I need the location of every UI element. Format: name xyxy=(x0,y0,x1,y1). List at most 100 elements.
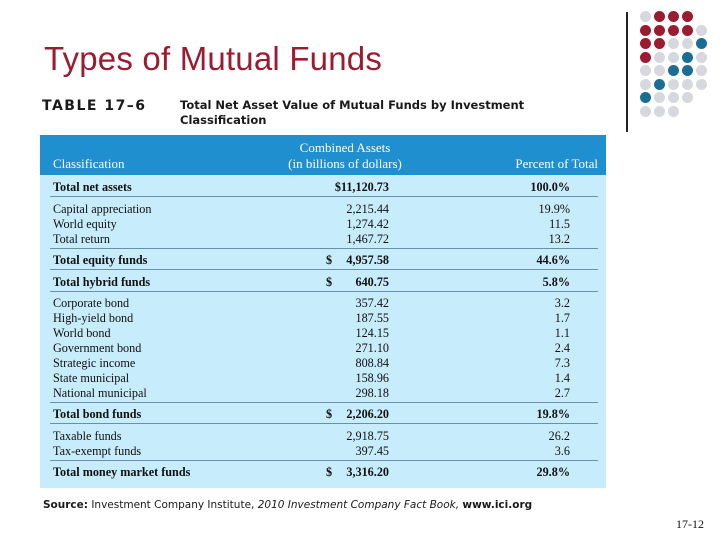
row-combined-assets: 271.10 xyxy=(355,341,389,355)
table-row: Taxable funds 2,918.75 26.2 xyxy=(40,429,606,443)
decorative-dot xyxy=(696,51,707,63)
row-combined-assets: 187.55 xyxy=(355,311,389,325)
decorative-dot xyxy=(696,78,707,90)
row-combined-assets: $11,120.73 xyxy=(334,180,389,194)
table-row: Total net assets $11,120.73 100.0% xyxy=(40,180,606,194)
table-row: Total bond funds $2,206.20 19.8% xyxy=(40,407,606,421)
row-percent: 26.2 xyxy=(548,429,570,443)
row-percent: 2.7 xyxy=(554,386,570,400)
decorative-dot xyxy=(640,11,651,22)
table-caption: Total Net Asset Value of Mutual Funds by… xyxy=(180,98,525,127)
decorative-dot xyxy=(682,38,693,49)
row-combined-assets: 808.84 xyxy=(355,356,389,370)
row-combined-assets: 298.18 xyxy=(355,386,389,400)
row-classification: Capital appreciation xyxy=(53,202,152,216)
decorative-dot xyxy=(668,38,679,49)
table-row: High-yield bond 187.55 1.7 xyxy=(40,311,606,325)
table-row: Total money market funds $3,316.20 29.8% xyxy=(40,465,606,479)
decorative-dot xyxy=(640,78,651,90)
row-classification: Total hybrid funds xyxy=(53,275,151,289)
row-classification: Total bond funds xyxy=(53,407,142,421)
row-combined-assets: 2,215.44 xyxy=(346,202,389,216)
row-classification: Total money market funds xyxy=(53,465,191,479)
row-classification: National municipal xyxy=(53,386,147,400)
decorative-dot xyxy=(696,24,707,36)
header-percent: Percent of Total xyxy=(515,156,598,171)
decorative-dot-grid xyxy=(640,11,710,121)
decorative-dot xyxy=(640,38,651,49)
source-url[interactable]: www.ici.org xyxy=(462,499,533,511)
table-row: World bond 124.15 1.1 xyxy=(40,326,606,340)
row-combined-assets: 357.42 xyxy=(355,296,389,310)
header-assets-line1: Combined Assets xyxy=(299,140,391,155)
header-classification: Classification xyxy=(53,156,125,171)
row-combined-assets: 2,206.20 xyxy=(346,407,389,421)
row-divider xyxy=(50,402,598,403)
row-classification: Total equity funds xyxy=(53,253,148,267)
table-label: TABLE 17–6 xyxy=(42,98,147,114)
row-combined-assets: 3,316.20 xyxy=(346,465,389,479)
decorative-dot xyxy=(668,24,679,36)
row-classification: World equity xyxy=(53,217,117,231)
table-row: Capital appreciation 2,215.44 19.9% xyxy=(40,202,606,216)
row-classification: Taxable funds xyxy=(53,429,122,443)
row-percent: 44.6% xyxy=(536,253,570,267)
decorative-dot xyxy=(654,92,665,103)
row-percent: 19.9% xyxy=(538,202,570,216)
row-combined-assets: 1,274.42 xyxy=(346,217,389,231)
page-number: 17-12 xyxy=(676,517,704,531)
table-row: World equity 1,274.42 11.5 xyxy=(40,217,606,231)
header-assets-line2: (in billions of dollars) xyxy=(288,156,402,171)
row-percent: 1.7 xyxy=(554,311,570,325)
row-combined-assets: 397.45 xyxy=(355,444,389,458)
row-percent: 2.4 xyxy=(554,341,570,355)
row-classification: Total return xyxy=(53,232,111,246)
row-percent: 19.8% xyxy=(536,407,570,421)
table-header: Classification Combined Assets (in billi… xyxy=(40,135,606,175)
decorative-dot xyxy=(640,92,651,103)
header-combined-assets: Combined Assets (in billions of dollars) xyxy=(272,140,418,172)
row-combined-assets: 4,957.58 xyxy=(346,253,389,267)
row-percent: 29.8% xyxy=(536,465,570,479)
decorative-dot xyxy=(654,11,665,22)
decorative-dot xyxy=(696,65,707,76)
decorative-dot xyxy=(654,38,665,49)
table-row: Government bond 271.10 2.4 xyxy=(40,341,606,355)
row-divider xyxy=(50,423,598,424)
source-publisher: Investment Company Institute, xyxy=(91,499,255,511)
row-percent: 3.2 xyxy=(554,296,570,310)
source-label: Source: xyxy=(43,499,88,511)
decorative-dot xyxy=(668,11,679,22)
row-divider xyxy=(50,269,598,270)
table-row: Total hybrid funds $640.75 5.8% xyxy=(40,275,606,289)
decorative-dot xyxy=(682,92,693,103)
row-divider xyxy=(50,248,598,249)
decorative-dot xyxy=(682,78,693,90)
decorative-dot xyxy=(654,78,665,90)
row-combined-assets: 1,467.72 xyxy=(346,232,389,246)
source-publication: 2010 Investment Company Fact Book, xyxy=(257,499,460,511)
row-dollar-sign: $ xyxy=(326,465,333,479)
row-combined-assets: 640.75 xyxy=(355,275,389,289)
decorative-dot xyxy=(682,65,693,76)
decorative-dot xyxy=(668,78,679,90)
row-classification: Strategic income xyxy=(53,356,136,370)
row-combined-assets: 2,918.75 xyxy=(346,429,389,443)
row-classification: Corporate bond xyxy=(53,296,130,310)
slide-title: Types of Mutual Funds xyxy=(44,40,383,77)
table-panel: Classification Combined Assets (in billi… xyxy=(40,135,606,488)
row-percent: 13.2 xyxy=(548,232,570,246)
row-percent: 100.0% xyxy=(530,180,570,194)
row-percent: 5.8% xyxy=(542,275,570,289)
table-row: Corporate bond 357.42 3.2 xyxy=(40,296,606,310)
decorative-dot xyxy=(654,105,665,117)
table-row: Strategic income 808.84 7.3 xyxy=(40,356,606,370)
row-divider xyxy=(50,460,598,461)
decorative-dot xyxy=(640,65,651,76)
row-classification: Government bond xyxy=(53,341,142,355)
source-note: Source: Investment Company Institute, 20… xyxy=(43,499,532,511)
row-divider xyxy=(50,196,598,197)
decorative-dot xyxy=(682,11,693,22)
row-percent: 11.5 xyxy=(549,217,570,231)
row-classification: State municipal xyxy=(53,371,130,385)
